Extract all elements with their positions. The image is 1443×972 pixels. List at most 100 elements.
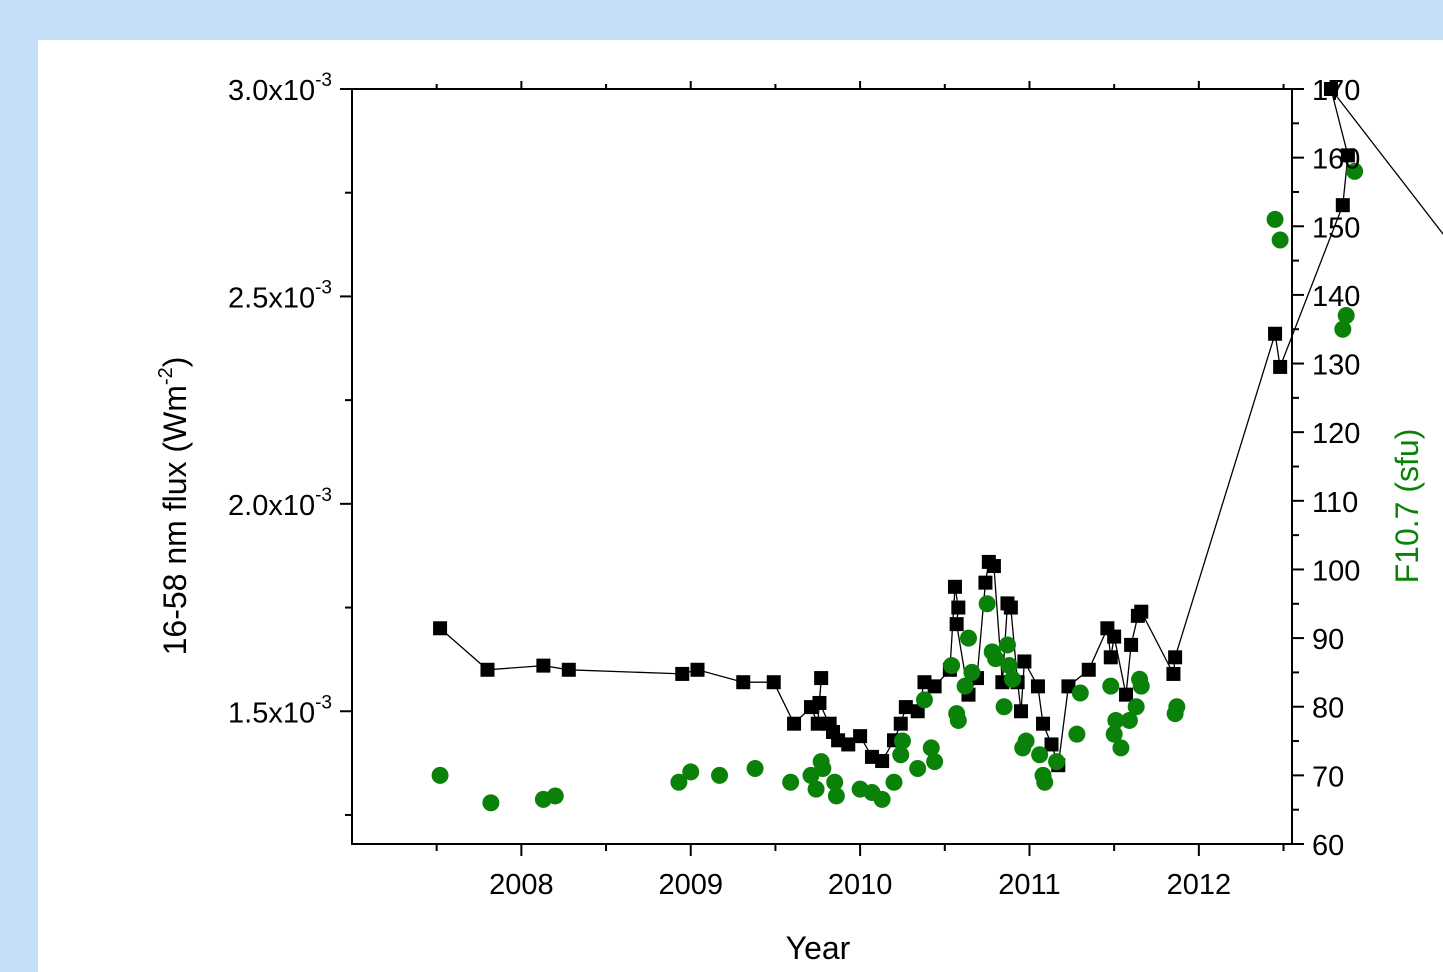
y-right-tick-label: 90: [1312, 624, 1344, 656]
f107-point: [711, 766, 729, 784]
f107-point: [885, 773, 903, 791]
x-tick-label: 2009: [658, 869, 723, 901]
x-tick-label: 2010: [828, 869, 893, 901]
flux-point: [841, 737, 856, 752]
flux-point: [898, 700, 913, 715]
f107-point: [956, 677, 974, 695]
flux-point: [766, 675, 781, 690]
f107-point: [827, 787, 845, 805]
y-right-tick-label: 140: [1312, 281, 1360, 313]
flux-point: [433, 621, 448, 636]
flux-point: [1119, 687, 1134, 702]
flux-point: [1268, 326, 1283, 341]
flux-point: [1134, 604, 1149, 619]
y-right-tick-label: 110: [1312, 487, 1358, 519]
flux-point: [812, 695, 827, 710]
f107-point: [893, 732, 911, 750]
f107-point: [482, 794, 500, 812]
flux-point: [947, 579, 962, 594]
flux-point: [1017, 654, 1032, 669]
flux-point: [1168, 650, 1183, 665]
f107-point: [1004, 670, 1022, 688]
f107-point: [1271, 231, 1289, 249]
f107-point: [782, 773, 800, 791]
f107-point: [960, 629, 978, 647]
flux-point: [822, 716, 837, 731]
f107-point: [987, 650, 1005, 668]
flux-point: [1081, 662, 1096, 677]
y-right-tick-label: 120: [1312, 418, 1360, 450]
f107-point: [922, 739, 940, 757]
y-right-tick-label: 100: [1312, 555, 1360, 587]
f107-point: [1048, 753, 1066, 771]
flux-point: [480, 662, 495, 677]
y-left-tick-label: 1.5x10-3: [228, 692, 332, 729]
y-right-tick-label: 160: [1312, 144, 1360, 176]
f107-point: [814, 760, 832, 777]
f107-point: [909, 760, 927, 777]
f107-point: [873, 790, 891, 808]
f107-point: [1120, 711, 1138, 729]
f107-point: [1127, 698, 1145, 716]
flux-point: [814, 671, 829, 686]
f107-point: [682, 763, 700, 781]
f107-point: [1031, 746, 1049, 764]
flux-point: [1323, 82, 1338, 96]
f107-point: [949, 711, 967, 729]
y-axis-right: 60 70 80 90 100 110 120 130 140 150 160 170: [1292, 75, 1360, 862]
f107-point: [1036, 773, 1054, 791]
f107-point: [1168, 698, 1186, 716]
plot-area: [351, 82, 1443, 845]
flux-point: [893, 716, 908, 731]
f107-point: [915, 691, 933, 709]
x-tick-label: 2012: [1167, 869, 1232, 901]
f107-point: [1102, 677, 1120, 695]
y-right-tick-label: 130: [1312, 350, 1360, 382]
f107-point: [1132, 677, 1150, 695]
f107-point: [1334, 320, 1352, 338]
f107-point: [998, 636, 1016, 654]
flux-point: [1335, 198, 1350, 213]
y-right-tick-label: 150: [1312, 212, 1360, 244]
f107-point: [1017, 732, 1035, 750]
f107-point: [943, 657, 961, 675]
f107-point: [926, 753, 944, 771]
f107-point: [995, 698, 1013, 716]
f107-point: [826, 773, 844, 791]
f107-point: [1105, 725, 1123, 743]
flux-point: [787, 716, 802, 731]
flux-point: [951, 600, 966, 615]
f107-point: [546, 787, 564, 805]
f107-point: [1337, 307, 1355, 324]
y-right-tick-label: 70: [1312, 761, 1344, 793]
flux-point: [810, 716, 825, 731]
flux-point: [986, 559, 1001, 574]
plot-frame: [351, 88, 1293, 845]
f107-point: [1112, 739, 1130, 757]
f107-point: [1107, 711, 1125, 729]
flux-point: [910, 704, 925, 719]
x-tick-label: 2008: [489, 869, 554, 901]
y-left-tick-label: 2.5x10-3: [228, 277, 332, 314]
y-right-tick-label: 80: [1312, 693, 1344, 725]
y-axis-right-label: F10.7 (sfu): [1389, 429, 1425, 584]
flux-point: [1103, 650, 1118, 665]
y-left-tick-label: 2.0x10-3: [228, 485, 332, 522]
f107-point: [963, 663, 981, 681]
f107-point: [978, 595, 996, 613]
f107-point: [1266, 210, 1284, 228]
flux-point: [690, 662, 705, 677]
flux-point: [1124, 637, 1139, 652]
x-axis-label: Year: [786, 930, 851, 966]
flux-point: [853, 729, 868, 744]
x-axis: 2008 2009 2010 2011 2012: [435, 81, 1285, 901]
flux-point: [949, 617, 964, 632]
y-axis-left-label: 16-58 nm flux (Wm-2): [155, 357, 193, 656]
f107-point: [1071, 684, 1089, 702]
f107-point: [807, 780, 825, 798]
flux-point: [1340, 148, 1355, 163]
flux-point: [1014, 704, 1029, 719]
f107-point: [1000, 657, 1018, 675]
flux-point: [1003, 600, 1018, 615]
f107-point: [431, 766, 449, 784]
